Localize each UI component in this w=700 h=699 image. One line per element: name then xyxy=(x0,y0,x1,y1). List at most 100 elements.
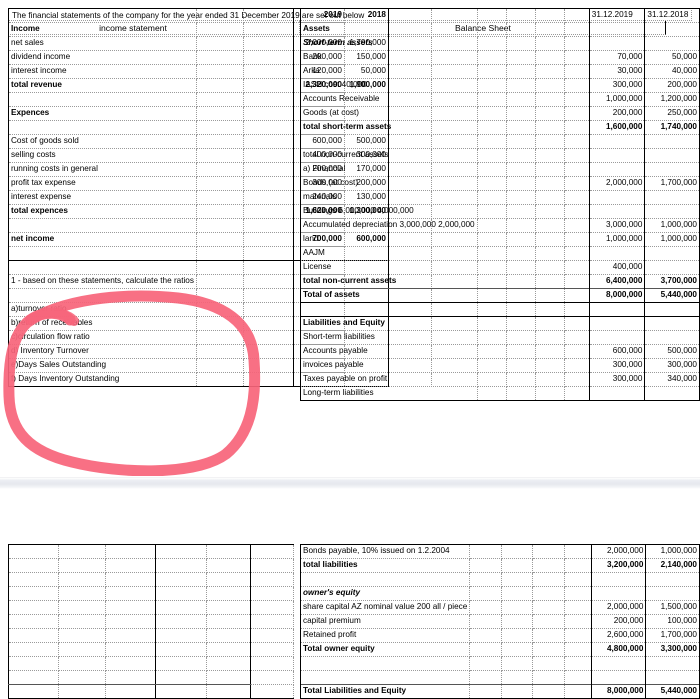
empty-cell[interactable] xyxy=(250,670,294,685)
is-row-spacer-2[interactable] xyxy=(243,232,294,247)
bs-spacer-1[interactable] xyxy=(477,92,507,107)
is-row-spacer-1[interactable] xyxy=(196,246,244,261)
empty-cell[interactable] xyxy=(58,684,106,699)
is-row-spacer-2[interactable] xyxy=(243,106,294,121)
empty-cell[interactable] xyxy=(206,684,251,699)
is-row-spacer-2[interactable] xyxy=(243,22,294,37)
c3[interactable] xyxy=(243,372,294,387)
is-row-spacer-2[interactable] xyxy=(243,64,294,79)
empty-cell[interactable] xyxy=(250,628,294,643)
bs-row-value-2019[interactable] xyxy=(588,204,646,219)
bs-spacer-2[interactable] xyxy=(506,78,536,93)
bs-spacer-1[interactable] xyxy=(477,358,507,373)
bsc-row-value-2018[interactable] xyxy=(645,586,700,601)
bs-row-value-2019[interactable]: 600,000 xyxy=(588,344,646,359)
bs-spacer-2[interactable] xyxy=(506,176,536,191)
bs-spacer-1[interactable] xyxy=(477,120,507,135)
empty-cell[interactable] xyxy=(250,558,294,573)
bs-spacer-4[interactable] xyxy=(564,22,590,37)
is-task-label[interactable]: c)circulation flow ratio xyxy=(8,330,197,345)
bs-row-value-2019[interactable]: 300,000 xyxy=(588,78,646,93)
bsc-spacer-1[interactable] xyxy=(469,572,502,587)
empty-cell[interactable] xyxy=(155,614,207,629)
bs-spacer-2[interactable] xyxy=(506,344,536,359)
is-row-spacer-2[interactable] xyxy=(243,162,294,177)
empty-cell[interactable] xyxy=(8,656,59,671)
bsc-row-label[interactable]: Bonds payable, 10% issued on 1.2.2004 xyxy=(299,544,471,559)
is-row-spacer-2[interactable] xyxy=(243,218,294,233)
bs-row-value-2019[interactable] xyxy=(588,302,646,317)
bs-spacer-3[interactable] xyxy=(535,246,565,261)
bs-row-label[interactable]: Arka xyxy=(300,64,478,79)
bs-row-value-2019[interactable]: 2,000,000 xyxy=(588,176,646,191)
bs-spacer-3[interactable] xyxy=(535,176,565,191)
empty-cell[interactable] xyxy=(105,642,156,657)
empty-cell[interactable] xyxy=(8,544,59,559)
bs-spacer-3[interactable] xyxy=(535,36,565,51)
empty-cell[interactable] xyxy=(8,586,59,601)
empty-cell[interactable] xyxy=(58,642,106,657)
bsc-spacer-1[interactable] xyxy=(469,600,502,615)
is-head-blank-3[interactable] xyxy=(243,8,294,23)
is-task-label[interactable]: a)turnover ratio xyxy=(8,302,197,317)
lower-left-empty-grid[interactable] xyxy=(8,544,294,699)
bs-spacer-1[interactable] xyxy=(477,190,507,205)
empty-cell[interactable] xyxy=(206,586,251,601)
is-row-spacer-1[interactable] xyxy=(196,64,244,79)
bs-row-value-2019[interactable] xyxy=(588,148,646,163)
bs-spacer-3[interactable] xyxy=(535,260,565,275)
bs-spacer-3[interactable] xyxy=(535,288,565,303)
bs-spacer-4[interactable] xyxy=(564,344,590,359)
bsc-spacer-2[interactable] xyxy=(501,544,534,559)
bs-spacer-1[interactable] xyxy=(477,218,507,233)
bs-row-value-2019[interactable]: 6,400,000 xyxy=(588,274,646,289)
is-task-label[interactable]: e)Days Sales Outstanding xyxy=(8,358,197,373)
is-row-spacer-2[interactable] xyxy=(243,50,294,65)
is-row-label[interactable]: net sales xyxy=(8,36,197,51)
is-task-label[interactable] xyxy=(8,288,197,303)
bsc-row-value-2019[interactable] xyxy=(590,656,647,671)
empty-cell[interactable] xyxy=(155,642,207,657)
balance-sheet-table[interactable]: 31.12.2019 31.12.2018 Assets Short-term ass… xyxy=(300,8,700,401)
empty-cell[interactable] xyxy=(250,572,294,587)
empty-cell[interactable] xyxy=(250,684,294,699)
bs-spacer-4[interactable] xyxy=(564,302,590,317)
bs-row-value-2018[interactable] xyxy=(644,22,700,37)
bsc-spacer-4[interactable] xyxy=(564,670,592,685)
bs-spacer-4[interactable] xyxy=(564,106,590,121)
bs-row-label[interactable] xyxy=(300,302,478,317)
empty-cell[interactable] xyxy=(206,544,251,559)
bs-spacer-1[interactable] xyxy=(477,36,507,51)
bs-row-label[interactable]: AAJM xyxy=(300,246,478,261)
bs-spacer-1[interactable] xyxy=(477,134,507,149)
c3[interactable] xyxy=(243,274,294,289)
bs-spacer-3[interactable] xyxy=(535,162,565,177)
bsc-row-value-2018[interactable]: 100,000 xyxy=(645,614,700,629)
bsc-spacer-1[interactable] xyxy=(469,544,502,559)
bs-row-value-2018[interactable]: 300,000 xyxy=(644,358,700,373)
bs-spacer-1[interactable] xyxy=(477,274,507,289)
bsc-spacer-3[interactable] xyxy=(532,600,565,615)
bsc-spacer-1[interactable] xyxy=(469,642,502,657)
bs-spacer-4[interactable] xyxy=(564,288,590,303)
balance-sheet-continued-table[interactable]: Bonds payable, 10% issued on 1.2.2004 2,0… xyxy=(299,544,700,699)
bs-row-label[interactable]: total short-term assets xyxy=(300,120,478,135)
empty-cell[interactable] xyxy=(155,656,207,671)
empty-cell[interactable] xyxy=(155,628,207,643)
bs-spacer-4[interactable] xyxy=(564,190,590,205)
bs-spacer-1[interactable] xyxy=(477,316,507,331)
bs-spacer-4[interactable] xyxy=(564,330,590,345)
bsc-row-value-2018[interactable]: 5,440,000 xyxy=(645,684,700,699)
bs-spacer-1[interactable] xyxy=(477,106,507,121)
empty-cell[interactable] xyxy=(155,600,207,615)
bs-spacer-2[interactable] xyxy=(506,190,536,205)
bs-spacer-3[interactable] xyxy=(535,92,565,107)
bsc-spacer-4[interactable] xyxy=(564,656,592,671)
empty-cell[interactable] xyxy=(206,614,251,629)
bs-row-value-2019[interactable]: 200,000 xyxy=(588,106,646,121)
bs-spacer-3[interactable] xyxy=(535,344,565,359)
bs-spacer-3[interactable] xyxy=(535,78,565,93)
bs-row-label[interactable]: Assets xyxy=(300,22,478,37)
bs-row-label[interactable]: Liabilities and Equity xyxy=(300,316,478,331)
bs-row-value-2019[interactable] xyxy=(588,330,646,345)
